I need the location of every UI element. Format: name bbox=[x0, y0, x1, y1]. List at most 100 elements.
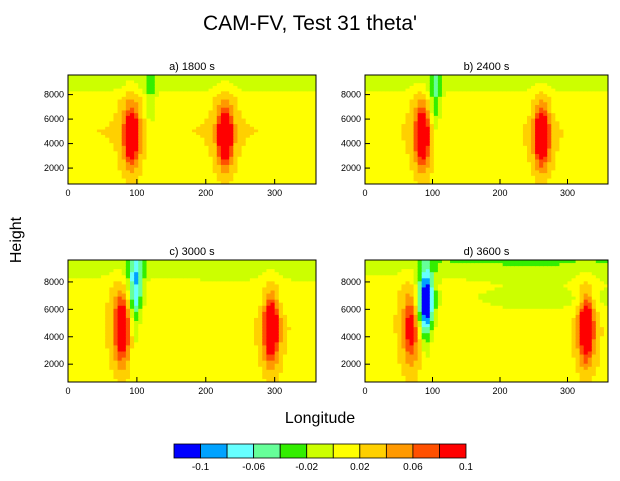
contour-cell bbox=[462, 167, 467, 171]
contour-cell bbox=[575, 99, 581, 103]
contour-cell bbox=[84, 173, 90, 177]
contour-cell bbox=[204, 162, 210, 166]
contour-cell bbox=[163, 118, 168, 122]
contour-cell bbox=[514, 107, 520, 112]
contour-cell bbox=[179, 143, 185, 147]
contour-cell bbox=[494, 143, 500, 147]
contour-cell bbox=[518, 77, 524, 82]
contour-cell bbox=[72, 137, 77, 142]
contour-cell bbox=[429, 85, 435, 90]
contour-cell bbox=[486, 173, 492, 177]
contour-cell bbox=[241, 162, 247, 166]
contour-cell bbox=[295, 129, 301, 133]
contour-cell bbox=[425, 129, 431, 133]
contour-cell bbox=[385, 140, 390, 144]
contour-cell bbox=[299, 162, 305, 166]
contour-cell bbox=[591, 159, 597, 163]
contour-cell bbox=[587, 115, 593, 120]
contour-cell bbox=[466, 91, 471, 95]
contour-cell bbox=[171, 110, 177, 114]
contour-cell bbox=[266, 115, 272, 120]
contour-cell bbox=[450, 173, 455, 177]
contour-cell bbox=[579, 99, 585, 103]
contour-cell bbox=[109, 96, 115, 101]
x-tick-label: 300 bbox=[267, 188, 282, 198]
contour-cell bbox=[163, 132, 168, 136]
contour-cell bbox=[212, 154, 218, 158]
contour-cell bbox=[571, 175, 577, 180]
contour-cell bbox=[187, 145, 193, 150]
contour-cell bbox=[92, 129, 98, 133]
contour-cell bbox=[254, 134, 259, 139]
contour-cell bbox=[522, 156, 528, 161]
contour-cell bbox=[196, 170, 201, 174]
contour-cell bbox=[171, 121, 177, 125]
contour-cell bbox=[200, 126, 205, 131]
contour-cell bbox=[80, 75, 86, 79]
contour-cell bbox=[385, 118, 390, 122]
contour-cell bbox=[109, 156, 115, 161]
contour-cell bbox=[543, 96, 548, 101]
contour-cell bbox=[405, 151, 411, 155]
contour-cell bbox=[171, 115, 177, 120]
contour-cell bbox=[220, 159, 226, 163]
contour-cell bbox=[413, 113, 419, 117]
contour-cell bbox=[68, 75, 73, 79]
contour-cell bbox=[575, 126, 581, 131]
contour-cell bbox=[216, 140, 222, 144]
contour-cell bbox=[109, 175, 115, 180]
contour-cell bbox=[258, 159, 263, 163]
contour-cell bbox=[109, 104, 115, 109]
contour-cell bbox=[237, 75, 243, 79]
contour-cell bbox=[266, 83, 272, 87]
contour-cell bbox=[369, 137, 374, 142]
contour-cell bbox=[183, 96, 189, 101]
contour-cell bbox=[154, 162, 160, 166]
contour-cell bbox=[88, 110, 94, 114]
contour-cell bbox=[510, 121, 516, 125]
contour-cell bbox=[204, 175, 210, 180]
contour-cell bbox=[72, 126, 77, 131]
contour-cell bbox=[458, 129, 463, 133]
contour-cell bbox=[421, 99, 427, 103]
contour-cell bbox=[101, 129, 106, 133]
contour-cell bbox=[220, 96, 226, 101]
contour-cell bbox=[417, 178, 423, 182]
contour-cell bbox=[563, 151, 569, 155]
contour-cell bbox=[76, 348, 81, 353]
contour-cell bbox=[125, 94, 131, 98]
contour-cell bbox=[171, 75, 177, 79]
contour-cell bbox=[486, 137, 492, 142]
contour-cell bbox=[307, 118, 313, 122]
contour-cell bbox=[113, 118, 119, 122]
contour-cell bbox=[470, 91, 475, 95]
contour-cell bbox=[287, 83, 292, 87]
contour-cell bbox=[510, 162, 516, 166]
contour-cell bbox=[158, 107, 164, 112]
contour-cell bbox=[466, 159, 471, 163]
contour-cell bbox=[510, 104, 516, 109]
contour-cell bbox=[437, 85, 443, 90]
contour-cell bbox=[109, 145, 115, 150]
contour-cell bbox=[486, 167, 492, 171]
contour-cell bbox=[258, 170, 263, 174]
contour-cell bbox=[393, 110, 398, 114]
contour-cell bbox=[437, 145, 443, 150]
contour-cell bbox=[466, 113, 471, 117]
contour-cell bbox=[249, 140, 255, 144]
contour-cell bbox=[518, 170, 524, 174]
contour-cell bbox=[146, 137, 152, 142]
contour-cell bbox=[587, 121, 593, 125]
contour-cell bbox=[200, 113, 205, 117]
contour-cell bbox=[527, 129, 532, 133]
contour-cell bbox=[373, 132, 378, 136]
contour-cell bbox=[84, 178, 90, 182]
contour-cell bbox=[595, 115, 601, 120]
contour-cell bbox=[518, 99, 524, 103]
contour-cell bbox=[233, 167, 239, 171]
contour-cell bbox=[262, 110, 267, 114]
contour-cell bbox=[567, 170, 573, 174]
contour-cell bbox=[547, 83, 552, 87]
contour-cell bbox=[274, 85, 280, 90]
contour-cell bbox=[551, 80, 556, 84]
